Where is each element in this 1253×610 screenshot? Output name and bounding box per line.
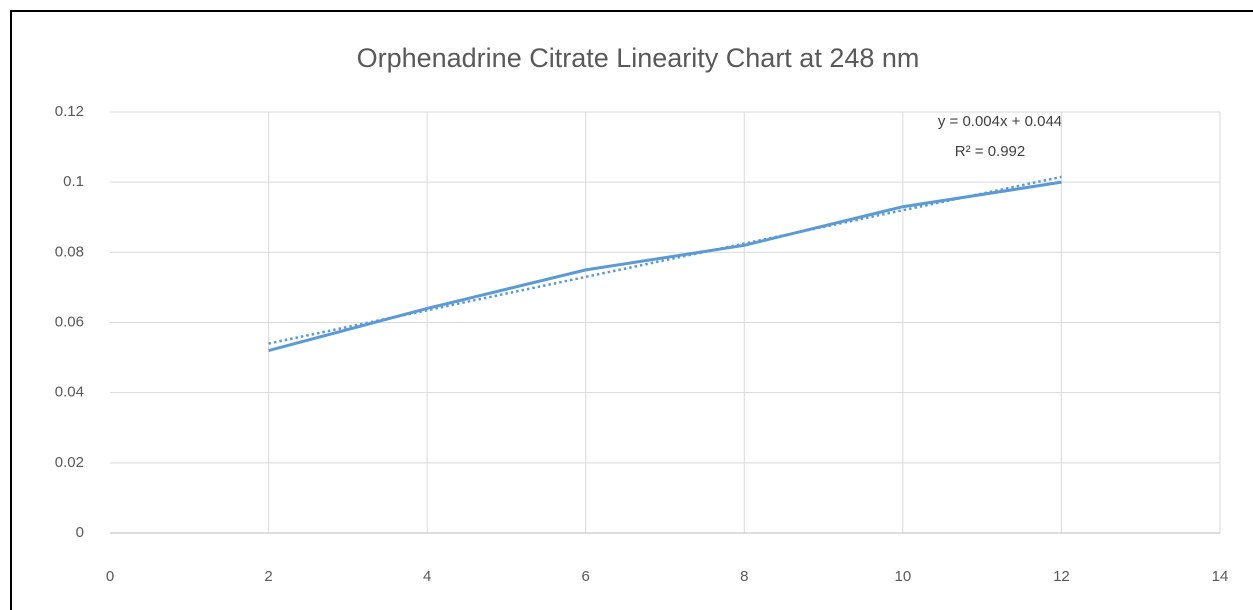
y-tick-label: 0.04 — [55, 384, 84, 401]
x-tick-label: 4 — [423, 568, 431, 585]
x-tick-label: 2 — [264, 568, 272, 585]
chart-border — [10, 10, 1253, 610]
x-tick-label: 10 — [895, 568, 912, 585]
data-line — [268, 180, 1062, 353]
y-tick-label: 0 — [76, 524, 84, 541]
y-tick-label: 0.08 — [55, 243, 84, 260]
x-tick-label: 0 — [106, 568, 114, 585]
x-tick-label: 14 — [1212, 568, 1229, 585]
y-tick-label: 0.02 — [55, 454, 84, 471]
y-tick-label: 0.1 — [63, 173, 84, 190]
r-squared: R² = 0.992 — [955, 143, 1025, 160]
x-tick-label: 12 — [1053, 568, 1070, 585]
y-tick-label: 0.12 — [55, 103, 84, 120]
x-tick-label: 6 — [582, 568, 590, 585]
y-tick-label: 0.06 — [55, 313, 84, 330]
chart-title: Orphenadrine Citrate Linearity Chart at … — [357, 43, 920, 73]
x-tick-label: 8 — [740, 568, 748, 585]
trend-equation: y = 0.004x + 0.044 — [938, 113, 1062, 130]
